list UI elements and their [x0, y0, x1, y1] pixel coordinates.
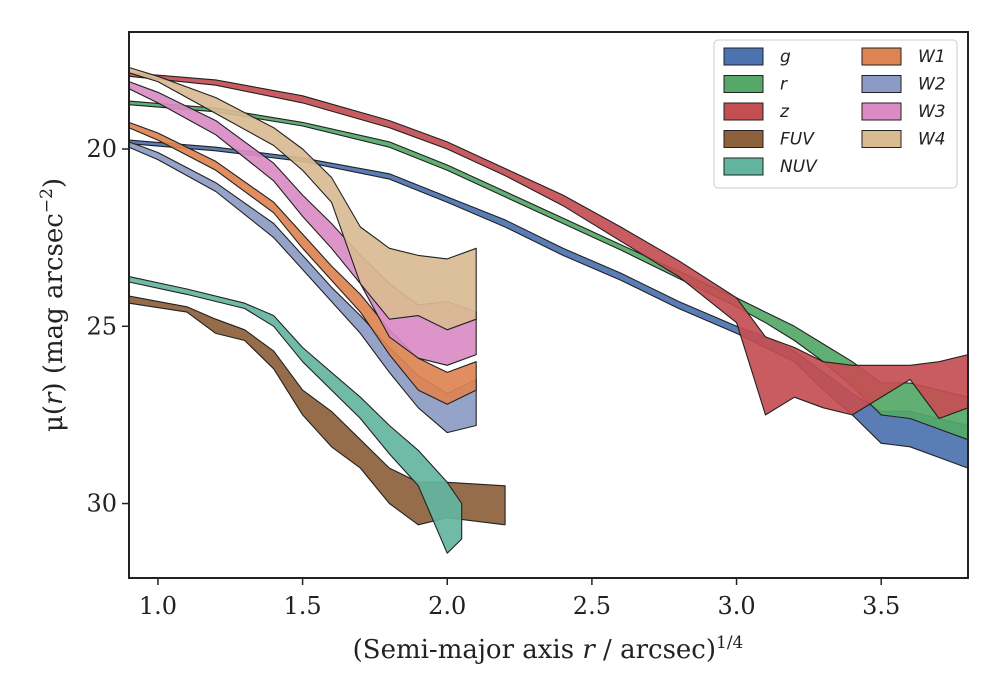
band-fuv	[128, 295, 506, 526]
band-nuv	[128, 276, 463, 554]
x-tick-label: 1.0	[139, 592, 177, 620]
band-w2	[128, 141, 477, 434]
legend: grz FUV NUV W1 W2 W3 W4	[713, 39, 958, 189]
x-axis-ticks: 1.0 1.5 2.0 2.5 3.0 3.5	[139, 578, 900, 620]
plot-frame	[128, 31, 969, 579]
legend-label-w1: W1	[918, 47, 946, 67]
y-axis-ticks: 20 25 30	[86, 135, 129, 518]
legend-swatch-fuv	[723, 130, 764, 148]
legend-swatch-r	[723, 75, 764, 93]
profile-bands	[128, 66, 969, 554]
x-tick-label: 2.0	[428, 592, 466, 620]
legend-swatch-nuv	[723, 157, 764, 176]
legend-label-z: z	[779, 102, 790, 122]
x-tick-label: 2.5	[573, 592, 611, 620]
legend-label-r: r	[780, 75, 788, 95]
legend-swatch-w4	[861, 130, 902, 148]
x-tick-label: 3.5	[862, 592, 900, 620]
x-tick-label: 3.0	[717, 592, 755, 620]
legend-swatch-w3	[861, 102, 902, 121]
legend-label-g: g	[780, 47, 791, 67]
y-tick-label: 20	[86, 135, 117, 163]
legend-label-nuv: NUV	[780, 157, 818, 177]
legend-label-w2: W2	[918, 75, 946, 95]
legend-swatch-g	[723, 47, 764, 66]
x-tick-label: 1.5	[284, 592, 322, 620]
y-tick-label: 30	[86, 490, 117, 518]
legend-swatch-w1	[861, 47, 902, 66]
legend-swatch-z	[723, 102, 764, 121]
band-w4	[128, 66, 477, 331]
legend-label-w3: W3	[918, 102, 946, 122]
x-axis-label: (Semi-major axis r / arcsec)1/4	[353, 633, 744, 665]
y-axis-label: μ(r) (mag arcsec−2)	[37, 178, 69, 432]
legend-swatch-w2	[861, 75, 902, 93]
legend-label-w4: W4	[918, 130, 946, 150]
y-tick-label: 25	[86, 312, 117, 340]
legend-label-fuv: FUV	[780, 130, 815, 150]
